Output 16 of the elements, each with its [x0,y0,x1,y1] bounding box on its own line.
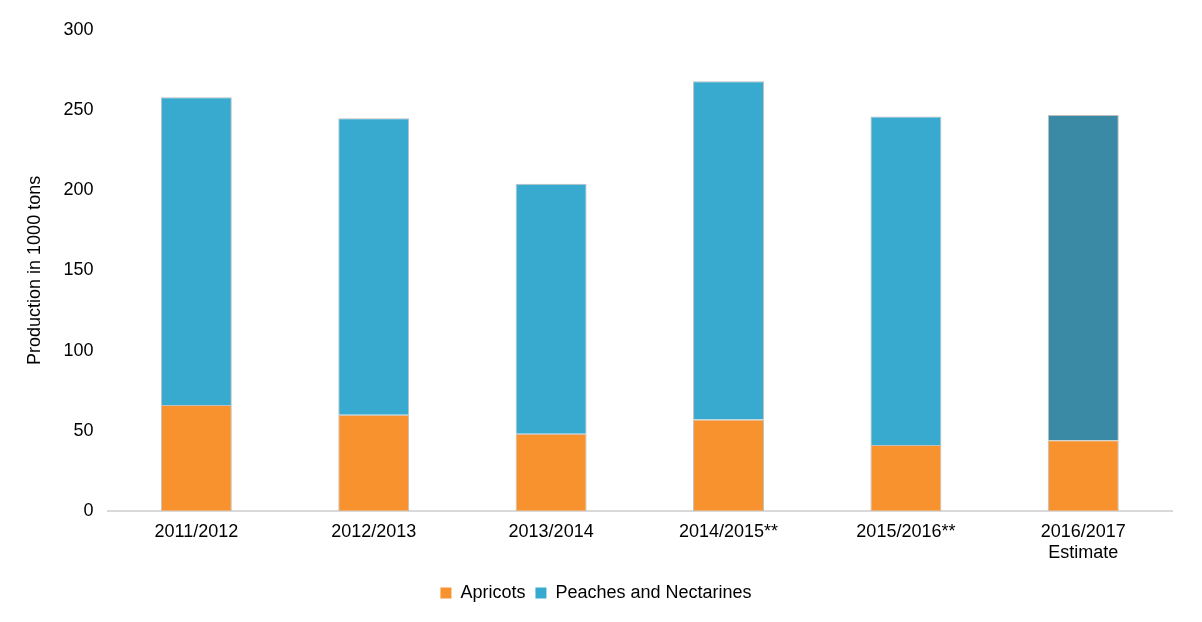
y-tick-label: 300 [63,18,94,39]
y-tick-label: 200 [63,179,94,200]
x-tick-label: 2011/2012 [154,520,239,541]
x-tick-label: 2012/2013 [331,520,417,541]
x-tick-label: 2013/2014 [508,520,594,541]
y-tick-label: 250 [63,99,94,120]
x-tick-label: 2015/2016** [856,520,956,541]
y-tick-label: 50 [73,419,94,440]
y-tick-label: 150 [63,259,94,280]
legend-label: Apricots [460,581,526,602]
y-axis-title: Production in 1000 tons [23,175,44,365]
y-tick-label: 0 [83,499,94,520]
y-tick-label: 100 [63,339,94,360]
x-tick-label: 2016/2017 Estimate [1040,520,1126,563]
x-tick-label: 2014/2015** [678,520,779,541]
legend-label: Peaches and Nectarines [555,581,752,602]
